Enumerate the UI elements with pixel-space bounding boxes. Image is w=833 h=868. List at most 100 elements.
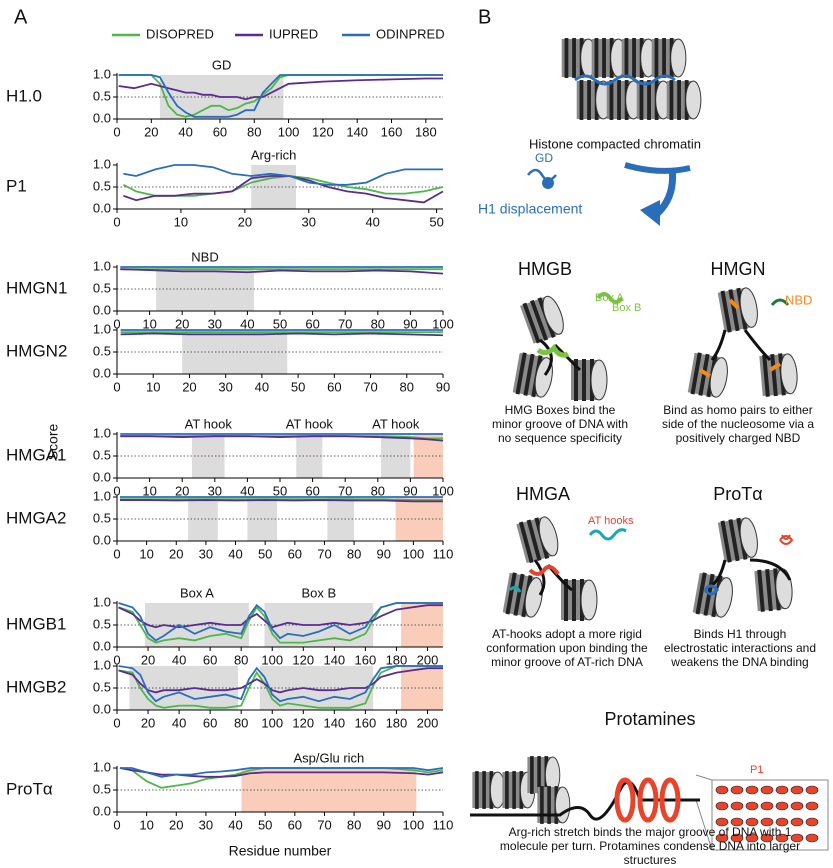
dna-linker xyxy=(745,330,770,360)
region-label: AT hook xyxy=(185,416,233,431)
dna-wrap xyxy=(602,38,606,78)
region-label: NBD xyxy=(191,249,218,264)
y-tick-label: 0.5 xyxy=(93,616,111,631)
x-tick-label: 110 xyxy=(433,817,454,832)
label: GD xyxy=(535,151,553,165)
y-tick-label: 0.0 xyxy=(93,110,111,125)
caption: Histone compacted chromatin xyxy=(529,136,701,151)
y-tick-label: 1.0 xyxy=(93,258,111,273)
region xyxy=(188,497,218,541)
y-tick-label: 1.0 xyxy=(93,156,111,171)
x-tick-label: 20 xyxy=(169,817,183,832)
region xyxy=(381,434,410,478)
x-tick-label: 40 xyxy=(172,652,186,667)
caption: AT-hooks adopt a more rigid xyxy=(492,627,642,641)
x-tick-label: 70 xyxy=(363,379,377,394)
dna-wrap xyxy=(595,38,599,78)
y-tick-label: 1.0 xyxy=(93,657,111,672)
x-tick-label: 50 xyxy=(258,817,272,832)
nucleosome xyxy=(652,38,686,78)
protamine xyxy=(791,802,803,810)
nucleosome xyxy=(622,38,656,78)
figure: A B Score Residue number Histone compact… xyxy=(0,0,833,868)
y-tick-label: 0.0 xyxy=(93,302,111,317)
dna-wrap xyxy=(632,38,636,78)
protamine xyxy=(716,802,728,810)
x-tick-label: 30 xyxy=(199,817,213,832)
dna-wrap xyxy=(572,579,576,621)
dna-wrap xyxy=(582,359,586,401)
x-tick-label: 100 xyxy=(403,817,425,832)
x-tick-label: 20 xyxy=(182,379,196,394)
caption: weakens the DNA binding xyxy=(670,655,808,669)
protamine xyxy=(791,818,803,826)
x-tick-label: 90 xyxy=(376,817,390,832)
y-tick-label: 0.0 xyxy=(93,803,111,818)
series-line xyxy=(120,500,443,501)
x-tick-label: 120 xyxy=(292,715,314,730)
nucleosome xyxy=(667,80,701,120)
x-tick-label: 120 xyxy=(292,652,314,667)
nucleosome xyxy=(513,352,556,400)
y-tick-label: 0.5 xyxy=(93,280,111,295)
nucleosome-face xyxy=(555,787,569,823)
dna-wrap xyxy=(580,80,584,120)
x-tick-label: 160 xyxy=(355,715,377,730)
x-tick-label: 70 xyxy=(317,546,331,561)
x-tick-label: 10 xyxy=(146,379,160,394)
caption: no sequence specificity xyxy=(498,431,622,445)
x-tick-label: 70 xyxy=(317,817,331,832)
dna-wrap xyxy=(482,771,486,809)
y-tick-label: 0.0 xyxy=(93,701,111,716)
label: P1 xyxy=(750,764,763,776)
dna-wrap xyxy=(617,80,621,120)
dna-wrap xyxy=(677,80,681,120)
protamine xyxy=(731,802,743,810)
nucleosome xyxy=(693,572,736,620)
x-tick-label: 0 xyxy=(113,124,120,139)
x-tick-label: 20 xyxy=(169,546,183,561)
caption: structures xyxy=(624,853,677,867)
dna-linker xyxy=(712,330,725,360)
y-tick-label: 0.5 xyxy=(93,510,111,525)
x-tick-label: 110 xyxy=(433,546,454,561)
y-tick-label: 0.0 xyxy=(93,532,111,547)
h1-globular xyxy=(542,177,554,189)
dna-wrap xyxy=(625,38,629,78)
x-tick-label: 20 xyxy=(141,652,155,667)
label: Box B xyxy=(612,302,641,314)
dna-wrap xyxy=(505,771,509,809)
y-tick-label: 0.5 xyxy=(93,781,111,796)
nucleosome xyxy=(537,786,569,824)
chart-title: P1 xyxy=(6,176,27,195)
x-tick-label: 140 xyxy=(323,652,345,667)
dna-linker xyxy=(590,530,626,539)
nucleosome xyxy=(718,285,761,333)
caption: electrostatic interactions and xyxy=(664,641,816,655)
protamine xyxy=(761,786,773,794)
x-tick-label: 80 xyxy=(400,379,414,394)
x-tick-label: 60 xyxy=(213,124,227,139)
x-tick-label: 60 xyxy=(327,379,341,394)
caption: conformation upon binding the xyxy=(486,641,648,655)
x-tick-label: 40 xyxy=(365,214,379,229)
protamine xyxy=(806,818,818,826)
panel-label: A xyxy=(14,6,28,28)
protamine xyxy=(731,786,743,794)
dna-wrap xyxy=(610,80,614,120)
x-tick-label: 30 xyxy=(302,214,316,229)
y-tick-label: 1.0 xyxy=(93,594,111,609)
x-tick-label: 140 xyxy=(323,715,345,730)
caption: Arg-rich stretch binds the major groove … xyxy=(509,825,792,839)
y-tick-label: 0.0 xyxy=(93,200,111,215)
caption: HMG Boxes bind the xyxy=(505,403,616,417)
y-tick-label: 0.5 xyxy=(93,178,111,193)
x-tick-label: 20 xyxy=(144,124,158,139)
caption: minor groove of DNA with xyxy=(492,417,628,431)
legend-label: ODINPRED xyxy=(376,26,445,41)
x-tick-label: 10 xyxy=(139,817,153,832)
x-tick-label: 80 xyxy=(234,715,248,730)
x-tick-label: 80 xyxy=(247,124,261,139)
dna-wrap xyxy=(530,756,534,794)
heading: HMGN xyxy=(711,259,766,279)
